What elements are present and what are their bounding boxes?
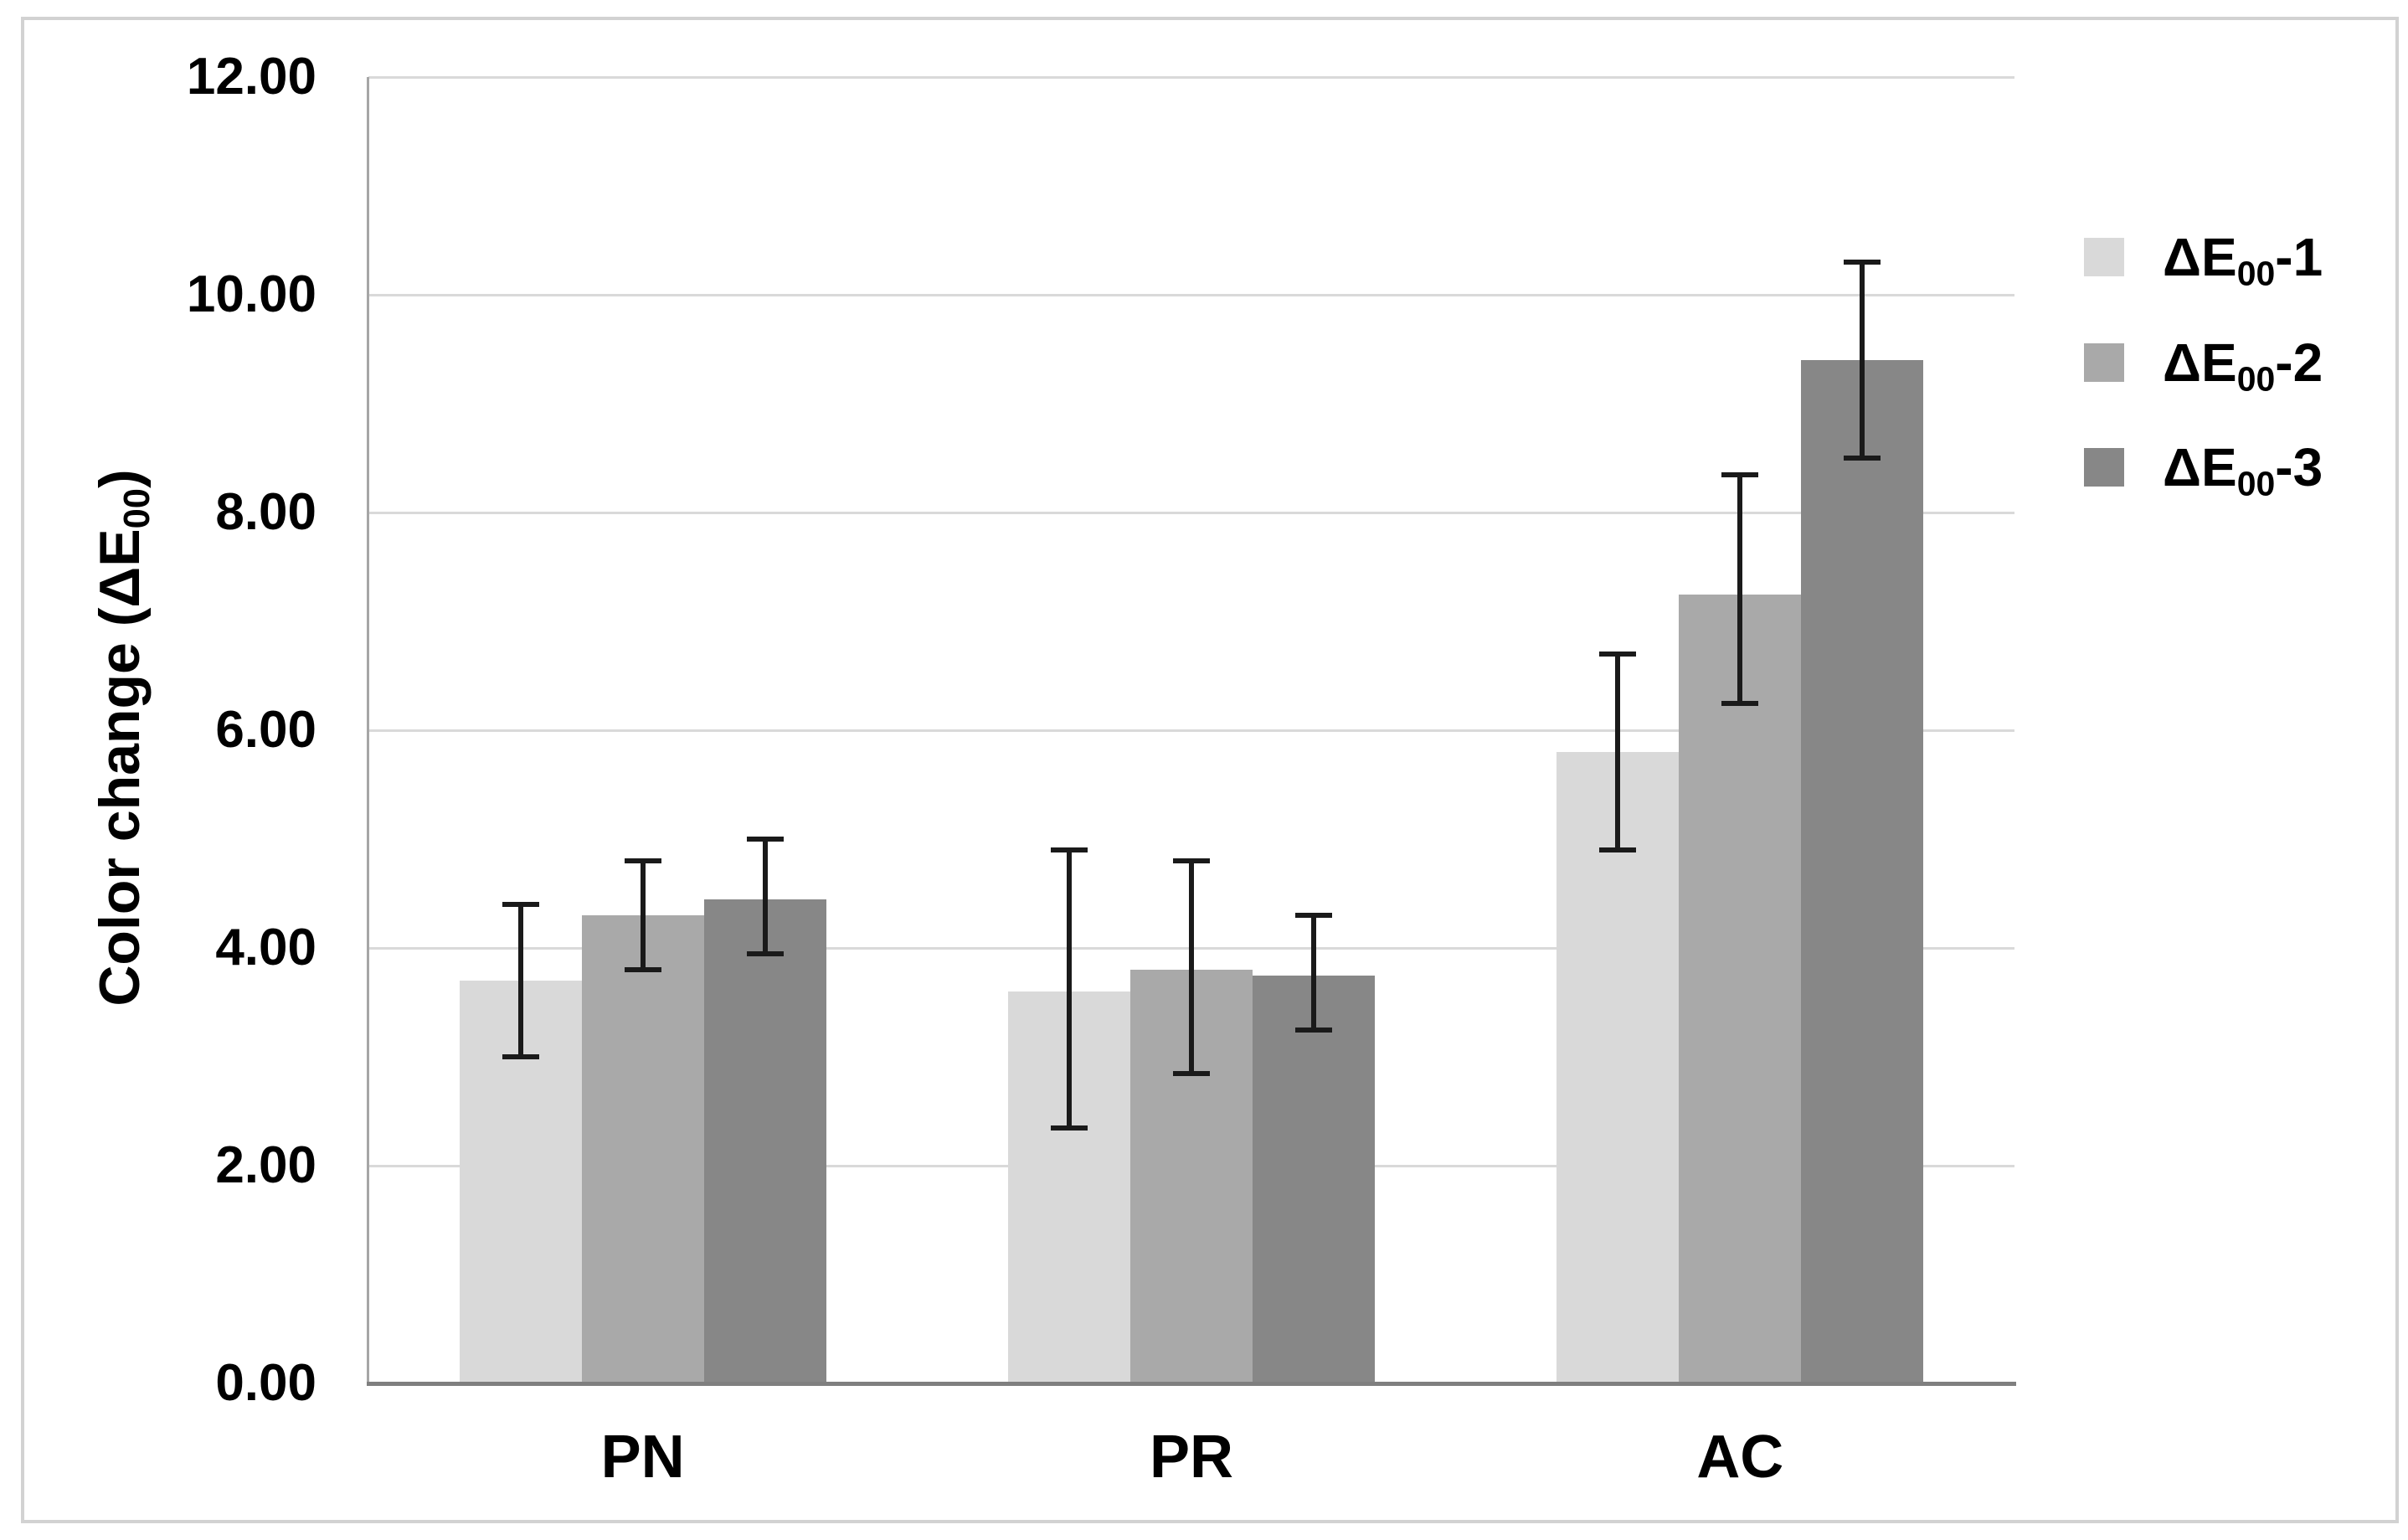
bar-PR-series3 [1253,975,1375,1383]
error-cap-bottom-AC-series1 [1599,847,1637,852]
legend-label-suffix: -2 [2275,332,2323,393]
legend-label-text: ΔE [2163,332,2237,393]
gridline-8 [368,512,2014,514]
legend-label-suffix: -1 [2275,227,2323,287]
y-tick-label-4.00: 4.00 [215,919,316,976]
legend-label-suffix: -3 [2275,437,2323,497]
error-cap-top-PN-series1 [502,902,539,907]
error-cap-bottom-PN-series1 [502,1054,539,1059]
legend-swatch-series3 [2084,448,2124,487]
error-cap-top-AC-series1 [1599,652,1637,657]
gridline-10 [368,294,2014,296]
x-category-label-PR: PR [1149,1424,1233,1491]
legend-label-subscript: 00 [2236,464,2276,503]
bar-AC-series2 [1679,594,1802,1383]
legend-label-series3: ΔE00-3 [2163,438,2323,512]
y-tick-label-8.00: 8.00 [215,483,316,541]
y-tick-label-0.00: 0.00 [215,1354,316,1412]
error-cap-bottom-PR-series3 [1295,1027,1332,1033]
legend-label-series2: ΔE00-2 [2163,333,2323,408]
bar-AC-series1 [1556,752,1680,1383]
legend-label-text: ΔE [2163,227,2237,287]
legend-label-text: ΔE [2163,437,2237,497]
gridline-12 [368,76,2014,79]
y-axis-line [367,77,369,1385]
error-cap-bottom-PN-series3 [746,950,784,956]
gridline-6 [368,729,2014,732]
error-cap-top-PR-series2 [1173,858,1210,863]
error-cap-bottom-PR-series2 [1173,1070,1210,1076]
x-category-label-PN: PN [600,1424,685,1491]
y-tick-label-10.00: 10.00 [186,265,316,323]
x-category-label-AC: AC [1696,1424,1784,1491]
error-bar-PN-series3 [762,839,768,954]
error-bar-PR-series2 [1189,861,1194,1074]
x-axis-line [367,1382,2016,1386]
legend-label-subscript: 00 [2236,359,2276,399]
legend-label-subscript: 00 [2236,254,2276,293]
error-bar-PN-series1 [517,904,523,1057]
error-cap-bottom-AC-series3 [1844,456,1881,461]
y-tick-label-2.00: 2.00 [215,1136,316,1194]
error-cap-top-AC-series3 [1844,260,1881,265]
error-bar-PR-series3 [1311,915,1316,1030]
error-bar-PR-series1 [1067,850,1072,1128]
error-bar-AC-series3 [1860,262,1865,458]
error-cap-bottom-PR-series1 [1051,1125,1088,1131]
error-cap-bottom-PN-series2 [624,967,661,972]
error-bar-AC-series2 [1737,474,1743,703]
legend-swatch-series1 [2084,238,2124,276]
legend-label-series1: ΔE00-1 [2163,228,2323,302]
error-bar-PN-series2 [640,861,646,970]
error-cap-top-PR-series3 [1295,913,1332,918]
error-cap-top-PR-series1 [1051,847,1088,852]
y-tick-label-12.00: 12.00 [186,48,316,106]
error-cap-bottom-AC-series2 [1721,700,1759,706]
error-cap-top-PN-series2 [624,858,661,863]
error-cap-top-AC-series2 [1721,471,1759,477]
bar-PN-series3 [703,899,826,1383]
legend-swatch-series2 [2084,343,2124,382]
error-bar-AC-series1 [1615,654,1621,850]
bar-PN-series2 [581,915,704,1383]
bar-AC-series3 [1801,360,1924,1383]
error-cap-top-PN-series3 [746,837,784,842]
y-tick-label-6.00: 6.00 [215,701,316,759]
